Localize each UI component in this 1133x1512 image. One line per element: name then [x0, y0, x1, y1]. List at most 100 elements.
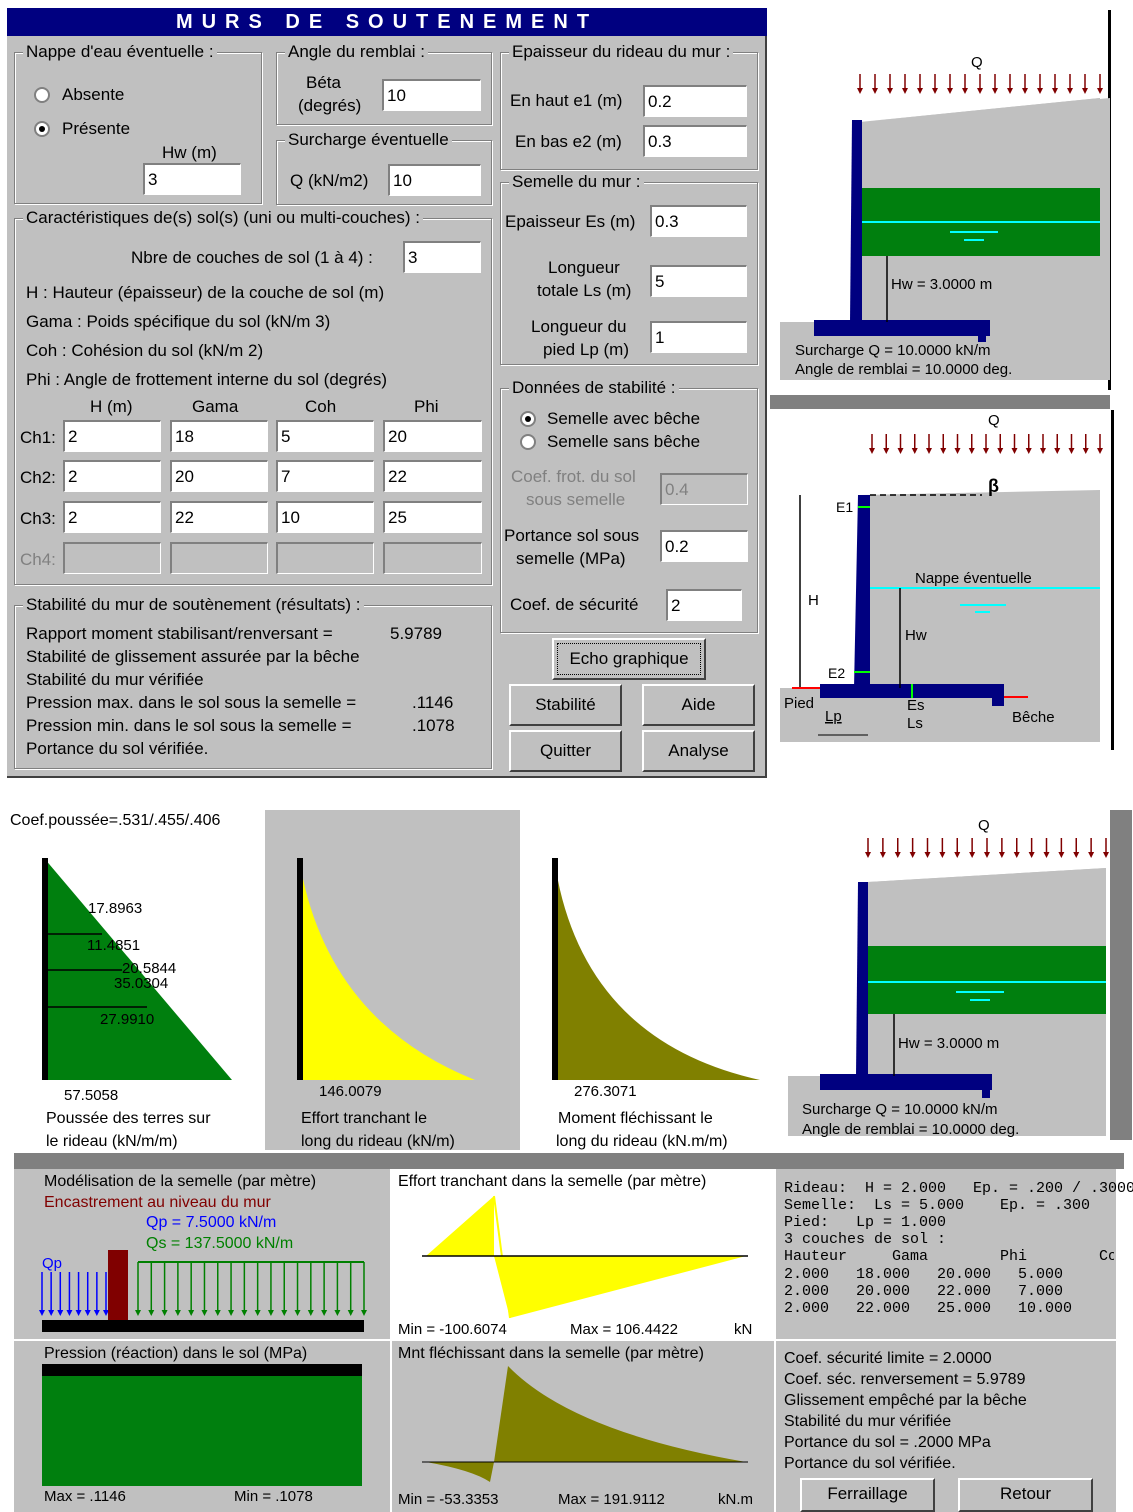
label-absente: Absente	[62, 85, 125, 104]
nbre-input[interactable]	[403, 241, 481, 273]
wall-key	[978, 320, 986, 342]
label-surcharge-3: Surcharge Q = 10.0000 kN/m	[802, 1101, 998, 1118]
pression-max: Max = .1146	[44, 1488, 126, 1505]
stabilite-button[interactable]: Stabilité	[509, 684, 622, 726]
resultats-legend: Stabilité du mur de soutènement (résulta…	[23, 595, 364, 615]
analyse-button[interactable]: Analyse	[642, 730, 755, 772]
effort-pos	[494, 1256, 746, 1318]
label-beta1: Béta	[306, 73, 341, 92]
coef-frot-input[interactable]	[660, 473, 748, 505]
radio-sans-beche[interactable]	[520, 434, 536, 450]
retour-button[interactable]: Retour	[958, 1478, 1093, 1512]
label-e1: E1	[836, 499, 853, 515]
surcharge-arrow-head	[894, 852, 901, 858]
surcharge-arrows	[857, 74, 1103, 94]
radio-presente[interactable]	[34, 121, 50, 137]
ls-input[interactable]	[650, 265, 747, 297]
label-nbre: Nbre de couches de sol (1 à 4) :	[131, 248, 373, 267]
resultats-group: Stabilité du mur de soutènement (résulta…	[14, 595, 492, 769]
label-nappe: Nappe éventuelle	[915, 570, 1032, 587]
ch4-h-input[interactable]	[63, 542, 161, 574]
ch3-phi-input[interactable]	[383, 501, 482, 533]
surcharge-arrow-head	[1054, 448, 1061, 454]
qp-arrow-head	[66, 1310, 73, 1316]
ch1-h-input[interactable]	[63, 420, 161, 452]
final-4: Portance du sol = .2000 MPa	[784, 1434, 991, 1451]
mnt-semelle-chart: Min = -53.3353 Max = 191.9112 kN.m	[398, 1366, 753, 1508]
surcharge-arrow-head	[924, 852, 931, 858]
tranchant-area	[299, 858, 475, 1080]
surcharge-arrow-head	[879, 852, 886, 858]
ch4-phi-input[interactable]	[383, 542, 482, 574]
result-stabilite: Stabilité du mur vérifiée	[26, 670, 204, 689]
surcharge-arrow-head	[911, 448, 918, 454]
moment-chart: 276.3071 Moment fléchissant le long du r…	[552, 858, 760, 1150]
e1-input[interactable]	[643, 85, 747, 117]
effort-min: Min = -100.6074	[398, 1321, 507, 1338]
qp-arrow-head	[39, 1310, 45, 1316]
label-pied: Pied	[784, 695, 814, 712]
ch2-phi-input[interactable]	[383, 460, 482, 492]
ch4-gama-input[interactable]	[170, 542, 268, 574]
row-label-ch1: Ch1:	[20, 428, 56, 447]
label-portance2: semelle (MPa)	[516, 549, 626, 568]
surcharge-arrow-head	[1058, 852, 1065, 858]
ch1-gama-input[interactable]	[170, 420, 268, 452]
poussee-v4: 35.0304	[114, 975, 168, 992]
ch2-h-input[interactable]	[63, 460, 161, 492]
surcharge-arrow-head	[872, 88, 878, 94]
recap-line-5: 2.000 18.000 20.000 5.000	[784, 1266, 1064, 1283]
radio-avec-beche[interactable]	[520, 411, 536, 427]
surcharge-arrow-head	[962, 88, 968, 94]
q-input[interactable]	[388, 164, 481, 196]
surcharge-arrow-head	[1040, 448, 1046, 454]
poussee-vmax: 57.5058	[64, 1087, 118, 1104]
surcharge-arrow-head	[1052, 88, 1058, 94]
surcharge-arrow-head	[926, 448, 932, 454]
ch3-gama-input[interactable]	[170, 501, 268, 533]
surcharge-arrow-head	[1037, 88, 1043, 94]
radio-absente[interactable]	[34, 87, 50, 103]
ch3-h-input[interactable]	[63, 501, 161, 533]
hw-input[interactable]	[143, 163, 241, 195]
ch4-coh-input[interactable]	[276, 542, 374, 574]
surcharge-arrow-head	[857, 88, 863, 94]
portance-input[interactable]	[660, 530, 748, 562]
ch1-phi-input[interactable]	[383, 420, 482, 452]
e2-input[interactable]	[643, 125, 747, 157]
pression-area	[42, 1376, 362, 1486]
coef-sec-input[interactable]	[666, 589, 742, 621]
final-0: Coef. sécurité limite = 2.0000	[784, 1350, 992, 1367]
epaisseur-legend: Epaisseur du rideau du mur :	[509, 42, 734, 62]
aide-button[interactable]: Aide	[642, 684, 755, 726]
result-pmin-value: .1078	[412, 716, 455, 735]
lp-input[interactable]	[650, 321, 747, 353]
header-h: H (m)	[90, 397, 133, 416]
echo-graphique-button[interactable]: Echo graphique	[552, 638, 706, 680]
ch3-coh-input[interactable]	[276, 501, 374, 533]
effort-max: Max = 106.4422	[570, 1321, 678, 1338]
scrollbar-edge-2	[1111, 410, 1114, 750]
ch2-gama-input[interactable]	[170, 460, 268, 492]
beta-input[interactable]	[382, 79, 481, 111]
separator-2	[14, 1153, 1124, 1169]
ferraillage-button[interactable]: Ferraillage	[800, 1478, 935, 1512]
qs-arrow-head	[135, 1310, 141, 1316]
qs-arrow-head	[241, 1310, 248, 1316]
surcharge-arrow-head	[983, 448, 989, 454]
recap-line-0: Rideau: H = 2.000 Ep. = .200 / .3000	[784, 1180, 1133, 1197]
poussee-area	[44, 858, 232, 1080]
quitter-button[interactable]: Quitter	[509, 730, 622, 772]
result-pmin: Pression min. dans le sol sous la semell…	[26, 716, 352, 735]
angle-group: Angle du remblai :	[276, 42, 492, 125]
qs-arrow-head	[267, 1310, 274, 1316]
ch2-coh-input[interactable]	[276, 460, 374, 492]
diagram-wall-2: Q β E1 H Nappe éventuelle Hw E2 Pied Lp …	[780, 412, 1103, 742]
label-ls: Ls	[907, 715, 923, 732]
row-label-ch4: Ch4:	[20, 550, 56, 569]
effort-neg	[426, 1196, 494, 1256]
label-ls2: totale Ls (m)	[537, 281, 632, 300]
ch1-coh-input[interactable]	[276, 420, 374, 452]
es-input[interactable]	[650, 205, 747, 237]
surcharge-arrow-head	[947, 88, 953, 94]
